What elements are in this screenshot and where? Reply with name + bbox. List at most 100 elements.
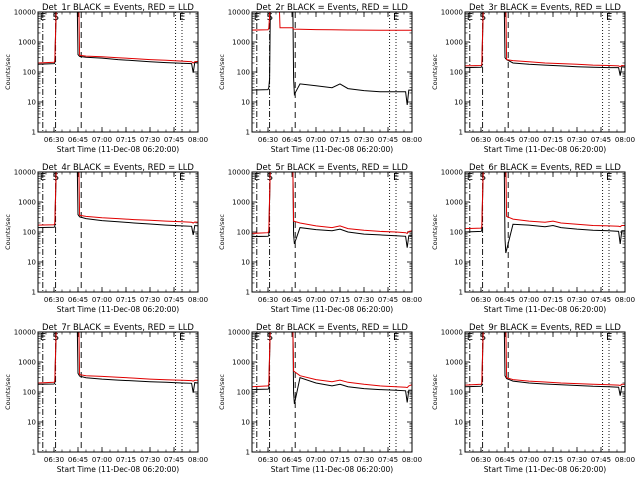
y-axis-label: Counts/sec: [431, 374, 439, 410]
plot-frame: [464, 11, 626, 133]
y-tick-label: 1000: [232, 39, 250, 47]
event-marker-label: E: [40, 172, 46, 183]
x-tick-label: 07:15: [543, 136, 563, 144]
detector-panel-2: Det_2r BLACK = Events, RED = LLD Counts/s…: [218, 3, 422, 154]
x-tick-label: 07:00: [92, 136, 112, 144]
detector-panel-5: Det_5r BLACK = Events, RED = LLD Counts/s…: [218, 163, 422, 314]
y-tick-label: 1000: [18, 39, 36, 47]
x-tick-label: 08:00: [615, 136, 635, 144]
y-tick-label: 1000: [18, 199, 36, 207]
x-tick-label: 08:00: [615, 296, 635, 304]
x-tick-label: 06:30: [44, 296, 64, 304]
x-tick-label: 07:30: [140, 296, 160, 304]
y-tick-label: 1: [32, 289, 36, 297]
y-axis-label: Counts/sec: [431, 214, 439, 250]
x-tick-label: 07:30: [354, 136, 374, 144]
y-tick-label: 1000: [445, 359, 463, 367]
x-tick-label: 07:30: [140, 456, 160, 464]
detector-panel-6: Det_6r BLACK = Events, RED = LLD Counts/s…: [431, 163, 635, 314]
x-tick-label: 07:00: [92, 296, 112, 304]
event-marker-label: E: [179, 12, 185, 23]
lld-series-line: [38, 172, 198, 226]
x-axis-label: Start Time (11-Dec-08 06:20:00): [57, 145, 179, 154]
x-tick-label: 06:45: [495, 136, 515, 144]
x-tick-label: 07:15: [116, 456, 136, 464]
x-tick-label: 06:45: [282, 296, 302, 304]
x-tick-label: 08:00: [615, 456, 635, 464]
lld-series-line: [38, 12, 198, 64]
x-tick-label: 07:45: [378, 136, 398, 144]
y-axis-label: Counts/sec: [431, 54, 439, 90]
panel-title: Det_3r BLACK = Events, RED = LLD: [469, 3, 621, 13]
y-tick-label: 10: [454, 259, 463, 267]
y-tick-label: 1000: [232, 359, 250, 367]
x-tick-label: 06:30: [471, 456, 491, 464]
lld-series-line: [252, 332, 412, 389]
x-tick-label: 08:00: [402, 456, 422, 464]
lld-series-line: [252, 172, 412, 235]
lld-series-line: [465, 12, 625, 68]
y-tick-label: 1: [246, 129, 250, 137]
event-marker-label: E: [606, 172, 612, 183]
detector-panel-4: Det_4r BLACK = Events, RED = LLD Counts/s…: [4, 163, 208, 314]
y-tick-label: 10: [454, 419, 463, 427]
x-tick-label: 07:15: [116, 136, 136, 144]
detector-panel-7: Det_7r BLACK = Events, RED = LLD Counts/s…: [4, 323, 208, 474]
x-tick-label: 06:45: [282, 136, 302, 144]
x-axis-label: Start Time (11-Dec-08 06:20:00): [271, 305, 393, 314]
x-axis-label: Start Time (11-Dec-08 06:20:00): [271, 145, 393, 154]
y-tick-label: 10000: [228, 169, 250, 177]
panel-title: Det_5r BLACK = Events, RED = LLD: [256, 163, 408, 173]
x-tick-label: 07:15: [116, 296, 136, 304]
x-tick-label: 08:00: [188, 296, 208, 304]
x-tick-label: 06:45: [495, 456, 515, 464]
x-tick-label: 06:45: [495, 296, 515, 304]
y-tick-label: 1000: [232, 199, 250, 207]
lld-series-line: [38, 332, 198, 384]
y-tick-label: 100: [23, 389, 36, 397]
x-tick-label: 07:30: [567, 456, 587, 464]
x-tick-label: 07:45: [591, 456, 611, 464]
y-tick-label: 10000: [228, 9, 250, 17]
x-tick-label: 06:30: [258, 136, 278, 144]
y-axis-label: Counts/sec: [218, 374, 226, 410]
panel-title: Det_8r BLACK = Events, RED = LLD: [256, 323, 408, 333]
x-axis-label: Start Time (11-Dec-08 06:20:00): [271, 465, 393, 474]
lld-series-line: [252, 12, 412, 31]
y-tick-label: 100: [23, 229, 36, 237]
x-tick-label: 08:00: [188, 136, 208, 144]
y-tick-label: 1: [32, 129, 36, 137]
event-marker-label: E: [467, 12, 473, 23]
events-series-line: [252, 12, 412, 105]
lld-series-line: [465, 172, 625, 230]
y-tick-label: 10: [27, 99, 36, 107]
x-axis-label: Start Time (11-Dec-08 06:20:00): [57, 305, 179, 314]
x-tick-label: 07:30: [567, 296, 587, 304]
x-axis-label: Start Time (11-Dec-08 06:20:00): [484, 465, 606, 474]
x-tick-label: 07:15: [543, 296, 563, 304]
x-tick-label: 07:00: [519, 296, 539, 304]
y-tick-label: 10000: [14, 9, 36, 17]
y-tick-label: 1000: [445, 199, 463, 207]
x-tick-label: 07:45: [591, 136, 611, 144]
x-tick-label: 07:45: [378, 456, 398, 464]
event-marker-label: E: [40, 12, 46, 23]
lld-series-line: [465, 332, 625, 387]
x-tick-label: 07:15: [330, 456, 350, 464]
panel-title: Det_9r BLACK = Events, RED = LLD: [469, 323, 621, 333]
plot-frame: [251, 171, 413, 293]
x-tick-label: 07:15: [330, 136, 350, 144]
x-tick-label: 06:30: [258, 456, 278, 464]
x-tick-label: 06:30: [471, 296, 491, 304]
detector-panel-9: Det_9r BLACK = Events, RED = LLD Counts/s…: [431, 323, 635, 474]
y-tick-label: 1: [32, 449, 36, 457]
x-tick-label: 06:30: [44, 456, 64, 464]
plot-frame: [251, 11, 413, 133]
x-tick-label: 08:00: [188, 456, 208, 464]
event-marker-label: E: [606, 332, 612, 343]
x-tick-label: 07:45: [164, 136, 184, 144]
y-axis-label: Counts/sec: [4, 214, 12, 250]
panel-title: Det_7r BLACK = Events, RED = LLD: [42, 323, 194, 333]
x-tick-label: 07:00: [519, 456, 539, 464]
